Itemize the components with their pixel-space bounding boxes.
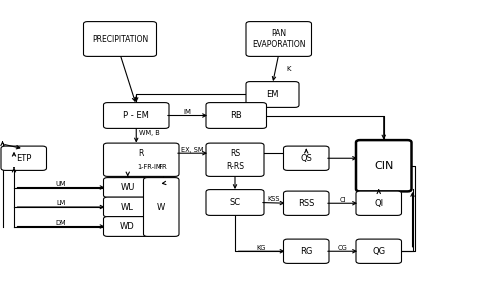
FancyBboxPatch shape <box>1 146 46 170</box>
Text: RB: RB <box>230 111 242 120</box>
Text: IM: IM <box>184 109 192 115</box>
FancyBboxPatch shape <box>206 190 264 215</box>
Text: ETP: ETP <box>16 154 32 163</box>
FancyBboxPatch shape <box>104 143 179 176</box>
Text: CG: CG <box>338 245 347 251</box>
Text: P - EM: P - EM <box>124 111 149 120</box>
FancyBboxPatch shape <box>356 191 402 215</box>
Text: RSS: RSS <box>298 199 314 208</box>
Text: QS: QS <box>300 154 312 163</box>
Text: PRECIPITATION: PRECIPITATION <box>92 34 148 43</box>
Text: WL: WL <box>121 202 134 211</box>
Text: FR: FR <box>158 164 167 170</box>
FancyBboxPatch shape <box>84 22 156 56</box>
Text: KG: KG <box>256 245 266 251</box>
Text: LM: LM <box>56 200 66 206</box>
Text: KSS: KSS <box>268 196 280 202</box>
FancyBboxPatch shape <box>356 239 402 263</box>
FancyBboxPatch shape <box>104 217 152 236</box>
Text: RS: RS <box>230 149 240 158</box>
FancyBboxPatch shape <box>284 191 329 215</box>
Text: WD: WD <box>120 222 135 231</box>
Text: DM: DM <box>56 220 66 226</box>
Text: WM, B: WM, B <box>139 130 160 136</box>
Text: QG: QG <box>372 247 386 256</box>
Text: CI: CI <box>339 197 345 203</box>
Text: EX, SM: EX, SM <box>181 147 204 153</box>
Text: R: R <box>138 149 144 158</box>
FancyBboxPatch shape <box>104 197 152 217</box>
Text: SC: SC <box>230 198 240 207</box>
FancyBboxPatch shape <box>144 178 179 236</box>
FancyBboxPatch shape <box>206 143 264 176</box>
Text: R-RS: R-RS <box>226 162 244 171</box>
FancyBboxPatch shape <box>246 22 312 56</box>
FancyBboxPatch shape <box>284 239 329 263</box>
Text: UM: UM <box>56 181 66 187</box>
FancyBboxPatch shape <box>104 103 169 128</box>
Text: K: K <box>286 66 291 72</box>
Text: QI: QI <box>374 199 384 208</box>
Text: W: W <box>157 202 166 211</box>
FancyBboxPatch shape <box>206 103 266 128</box>
FancyBboxPatch shape <box>284 146 329 170</box>
FancyBboxPatch shape <box>246 82 299 107</box>
FancyBboxPatch shape <box>356 140 412 191</box>
Text: WU: WU <box>120 183 134 192</box>
Text: 1-FR-IM: 1-FR-IM <box>138 164 162 170</box>
FancyBboxPatch shape <box>104 178 152 197</box>
Text: EM: EM <box>266 90 279 99</box>
Text: CIN: CIN <box>374 161 394 171</box>
Text: RG: RG <box>300 247 312 256</box>
Text: PAN
EVAPORATION: PAN EVAPORATION <box>252 29 306 49</box>
